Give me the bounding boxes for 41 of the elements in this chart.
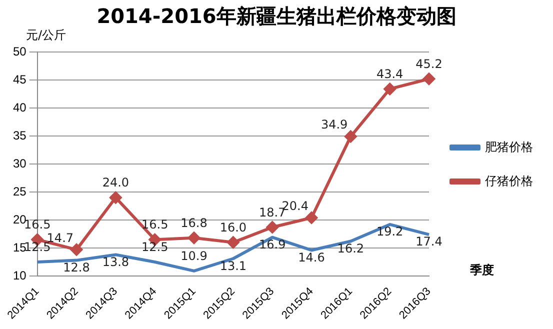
data-label: 16.0	[220, 220, 247, 235]
legend-label: 肥猪价格	[485, 140, 533, 154]
data-label: 16.9	[258, 237, 286, 252]
y-tick-label: 35	[12, 128, 27, 142]
point	[110, 192, 122, 204]
y-tick-label: 20	[12, 212, 27, 226]
point	[227, 236, 240, 248]
data-label: 13.8	[102, 254, 130, 269]
y-tick-label: 25	[12, 184, 27, 198]
point	[423, 72, 435, 85]
data-label: 24.0	[102, 176, 130, 190]
point	[344, 130, 357, 143]
chart-title: 2014-2016年新疆生猪出栏价格变动图	[96, 4, 456, 28]
point	[70, 244, 83, 256]
y-tick-label: 10	[12, 268, 27, 282]
data-label: 45.2	[416, 57, 442, 72]
data-label: 34.9	[320, 118, 348, 132]
x-axis-title: 季度	[470, 262, 494, 279]
y-tick-label: 40	[12, 100, 27, 114]
y-tick-label: 15	[12, 240, 27, 254]
data-label: 13.1	[220, 258, 247, 273]
point	[384, 82, 396, 95]
y-tick-label: 50	[12, 44, 27, 58]
data-label: 16.8	[180, 216, 208, 230]
data-label: 14.7	[46, 230, 74, 245]
y-axis-title: 元/公斤	[26, 27, 66, 44]
point	[306, 212, 318, 224]
data-label: 17.4	[416, 234, 442, 249]
data-label: 19.2	[376, 224, 404, 239]
point	[188, 232, 200, 244]
data-label: 12.8	[63, 260, 90, 274]
legend-label: 仔猪价格	[485, 174, 533, 188]
data-label: 16.2	[337, 241, 364, 256]
data-label: 10.9	[180, 249, 208, 264]
point	[266, 221, 278, 234]
y-tick-label: 45	[12, 72, 27, 86]
data-label: 16.5	[141, 218, 168, 232]
data-label: 43.4	[376, 67, 404, 82]
data-label: 12.5	[141, 240, 168, 254]
data-label: 14.6	[298, 250, 325, 264]
y-tick-label: 30	[12, 156, 27, 170]
